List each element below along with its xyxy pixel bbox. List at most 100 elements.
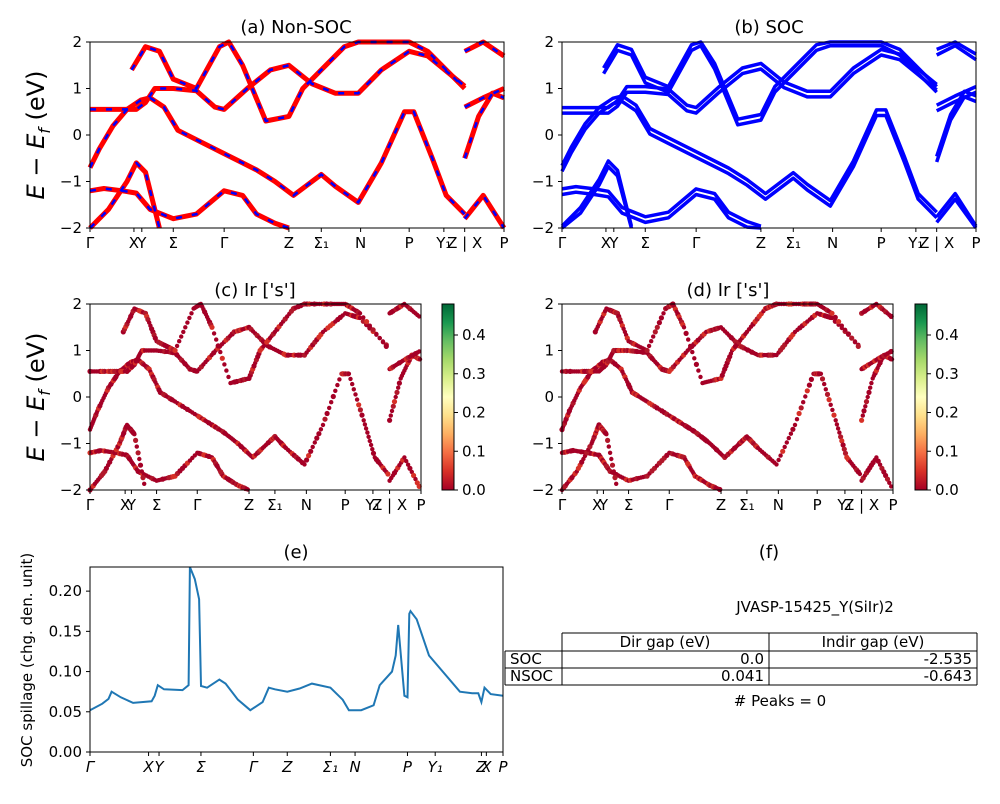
y-tick-label: 1 [544,80,554,98]
projection-point [367,438,372,444]
band-line [935,197,978,230]
projection-point [189,311,194,316]
projection-point [818,371,824,376]
projection-point [790,426,796,432]
projection-point [869,380,874,386]
panel-a-plot: Γ XY Σ Γ Z Σ₁ N P Y₁Z | X P 2 1 0 −1 −2 [60,33,509,252]
y-tick-label: −1 [60,173,82,191]
projection-point [829,310,835,316]
projection-point [611,469,616,474]
y-tick-label: −2 [60,219,82,237]
colorbar-tick-label: 0.0 [462,481,486,499]
band-line [148,95,467,216]
projection-point [652,329,658,335]
band-line [90,48,467,112]
projection-point [183,325,188,330]
x-tick-label: Y [154,758,165,776]
band-line [462,192,507,230]
projection-point [832,314,838,320]
projection-point [388,413,393,418]
projection-point [368,442,374,448]
x-tick-label: Y₁ [836,496,852,514]
x-tick-label: Σ₁ [267,496,283,514]
x-tick-label: Γ [558,496,567,514]
projection-point [367,323,372,328]
band-line [89,161,161,229]
projection-point [866,389,872,395]
x-tick-label: Z [281,758,293,776]
band-line [935,90,977,113]
x-tick-label: Γ [86,496,95,514]
x-tick-label: Γ [193,496,202,514]
projection-point [656,320,663,326]
band-line [149,96,466,215]
projection-point [353,392,358,397]
projection-point [839,323,844,328]
panel-b-title: (b) SOC [734,17,803,38]
projection-point [794,417,800,422]
x-tick-label: N [301,496,312,514]
projection-point [837,430,842,435]
x-tick-label: Σ₁ [314,234,330,252]
y-tick-label: 2 [72,33,82,51]
x-tick-label: P [498,758,508,776]
projection-point [137,462,144,468]
projection-point [350,381,355,387]
y-tick-label: −1 [532,435,554,453]
projection-point [133,437,139,443]
projection-point [174,343,180,349]
x-tick-label: Z | X [919,234,954,252]
projection-point [335,382,340,388]
y-tick-label: 2 [72,295,82,313]
projection-point [782,444,787,450]
y-tick-label: 2 [544,33,554,51]
projection-point [390,403,396,409]
y-tick-label: −1 [60,435,82,453]
projection-point [357,407,363,413]
x-tick-label: Y [126,496,137,514]
projection-point [320,422,326,428]
projection-point [396,385,401,390]
projection-point [181,329,186,335]
x-tick-label: Y [608,234,619,252]
projection-point [690,349,695,355]
projection-point [346,371,352,376]
x-tick-label: Σ [152,496,161,514]
projection-point [351,387,356,392]
projection-point [365,430,370,435]
x-tick-label: X [601,234,611,252]
projection-point [374,331,379,337]
x-tick-label: Γ [220,234,229,252]
projection-point [304,457,310,463]
projection-point [211,331,217,336]
projection-point [875,458,881,464]
projection-point [139,469,144,474]
x-tick-label: Z [475,758,487,776]
x-tick-label: X [592,496,602,514]
projection-point [356,402,362,408]
projection-point [686,337,691,342]
projection-point [324,410,330,417]
table-title: JVASP-15425_Y(SiIr)2 [735,598,894,617]
projection-point [840,442,846,448]
panel-a-title: (a) Non-SOC [240,17,351,38]
projection-point [824,391,831,397]
projection-point [778,453,783,458]
projection-point [363,426,369,431]
projection-point [609,462,616,468]
x-tick-label: Y [598,496,609,514]
x-tick-label: Σ₁ [739,496,755,514]
colorbar-tick-label: 0.2 [935,404,959,422]
projection-point [612,475,618,481]
projection-point [855,343,861,349]
x-tick-label: N [349,758,360,776]
projection-point [222,362,227,367]
projection-point [604,432,609,437]
projection-point [417,349,422,354]
x-tick-label: X [480,758,492,776]
projection-point [839,438,845,444]
projection-point [828,402,833,407]
projection-point [780,448,786,454]
y-tick-label: 1 [544,342,554,360]
projection-point [209,324,215,330]
